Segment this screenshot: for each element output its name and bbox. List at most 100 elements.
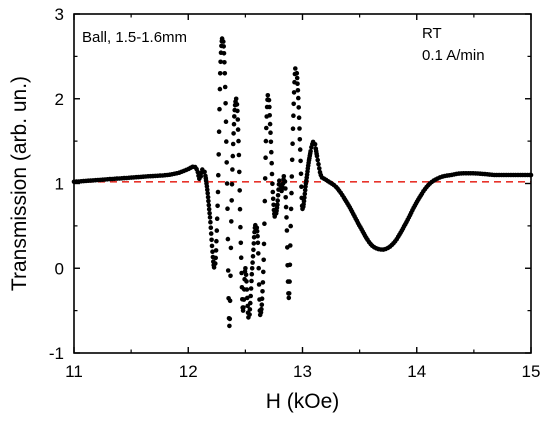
data-point <box>209 237 214 243</box>
data-point <box>255 233 260 239</box>
data-point <box>228 245 234 251</box>
data-point <box>296 115 302 120</box>
data-point <box>211 265 217 270</box>
data-point <box>295 81 300 86</box>
y-tick-label: 0 <box>55 259 64 278</box>
data-point <box>236 152 242 158</box>
series-0 <box>71 36 534 329</box>
data-point <box>225 268 231 273</box>
data-point <box>247 307 253 312</box>
data-point <box>223 119 229 124</box>
data-point <box>217 86 223 92</box>
data-point <box>284 215 289 220</box>
x-tick-label: 13 <box>293 362 312 381</box>
data-point <box>248 300 253 306</box>
data-point <box>284 228 290 233</box>
data-point <box>298 171 304 177</box>
data-point <box>277 178 282 183</box>
data-point <box>269 160 275 166</box>
data-point <box>275 202 280 207</box>
data-point <box>228 273 233 279</box>
data-point <box>241 305 246 310</box>
data-point <box>255 240 261 246</box>
data-point <box>250 253 256 259</box>
data-point <box>232 114 237 119</box>
data-point <box>230 153 236 159</box>
data-point <box>208 231 214 236</box>
data-point <box>270 181 275 187</box>
data-point <box>275 193 281 198</box>
data-point <box>301 198 307 204</box>
data-point <box>225 206 230 211</box>
data-point <box>244 287 250 292</box>
data-point <box>267 104 272 110</box>
data-point <box>245 295 250 301</box>
data-point <box>195 169 201 175</box>
data-point <box>256 282 262 287</box>
data-point <box>234 102 240 107</box>
data-point <box>290 126 296 131</box>
data-point <box>271 202 276 208</box>
data-point <box>238 255 244 260</box>
data-point <box>283 204 289 210</box>
data-point <box>299 184 304 189</box>
data-point <box>286 291 292 296</box>
data-point <box>208 225 214 230</box>
data-point <box>264 125 269 131</box>
x-tick-label: 14 <box>407 362 426 381</box>
data-point <box>237 169 242 175</box>
data-point <box>214 228 220 233</box>
data-point <box>254 225 260 231</box>
data-point <box>221 39 226 44</box>
data-point <box>314 153 320 159</box>
data-point <box>255 251 261 256</box>
data-point <box>222 60 227 65</box>
data-point <box>283 195 289 200</box>
data-point <box>215 203 220 209</box>
data-point <box>227 316 233 322</box>
data-point <box>289 157 295 163</box>
data-layer <box>71 36 534 329</box>
data-point <box>205 194 211 200</box>
data-point <box>297 126 302 131</box>
data-point <box>251 241 257 246</box>
data-point <box>289 190 294 196</box>
data-point <box>283 186 288 191</box>
data-point <box>302 195 307 200</box>
data-point <box>259 306 264 312</box>
data-point <box>205 191 210 196</box>
data-point <box>215 189 221 195</box>
data-point <box>254 229 260 234</box>
data-point <box>262 176 268 181</box>
data-point <box>244 279 249 284</box>
data-point <box>275 198 281 203</box>
data-point <box>249 278 254 284</box>
data-point <box>227 323 232 329</box>
data-point <box>263 138 269 144</box>
data-point <box>296 95 301 101</box>
data-point <box>288 206 294 212</box>
data-point <box>229 219 234 224</box>
data-point <box>260 280 266 285</box>
data-point <box>213 255 218 261</box>
data-point <box>217 106 222 112</box>
data-point <box>261 269 266 275</box>
data-point <box>221 44 226 49</box>
data-point <box>198 174 204 179</box>
data-point <box>238 224 243 230</box>
y-tick-label: 2 <box>55 90 64 109</box>
y-tick-label: -1 <box>49 344 64 363</box>
annotation-sweep-rate: 0.1 A/min <box>422 47 485 64</box>
annotation-sample: Ball, 1.5-1.6mm <box>82 29 187 46</box>
data-point <box>247 312 252 317</box>
data-point <box>229 198 234 203</box>
data-point <box>297 147 303 152</box>
data-point <box>291 101 297 107</box>
data-point <box>206 206 212 212</box>
data-point <box>251 235 257 240</box>
data-point <box>214 238 219 244</box>
y-tick-label: 1 <box>55 175 64 194</box>
x-axis-title: H (kOe) <box>266 390 340 413</box>
data-point <box>223 101 228 106</box>
